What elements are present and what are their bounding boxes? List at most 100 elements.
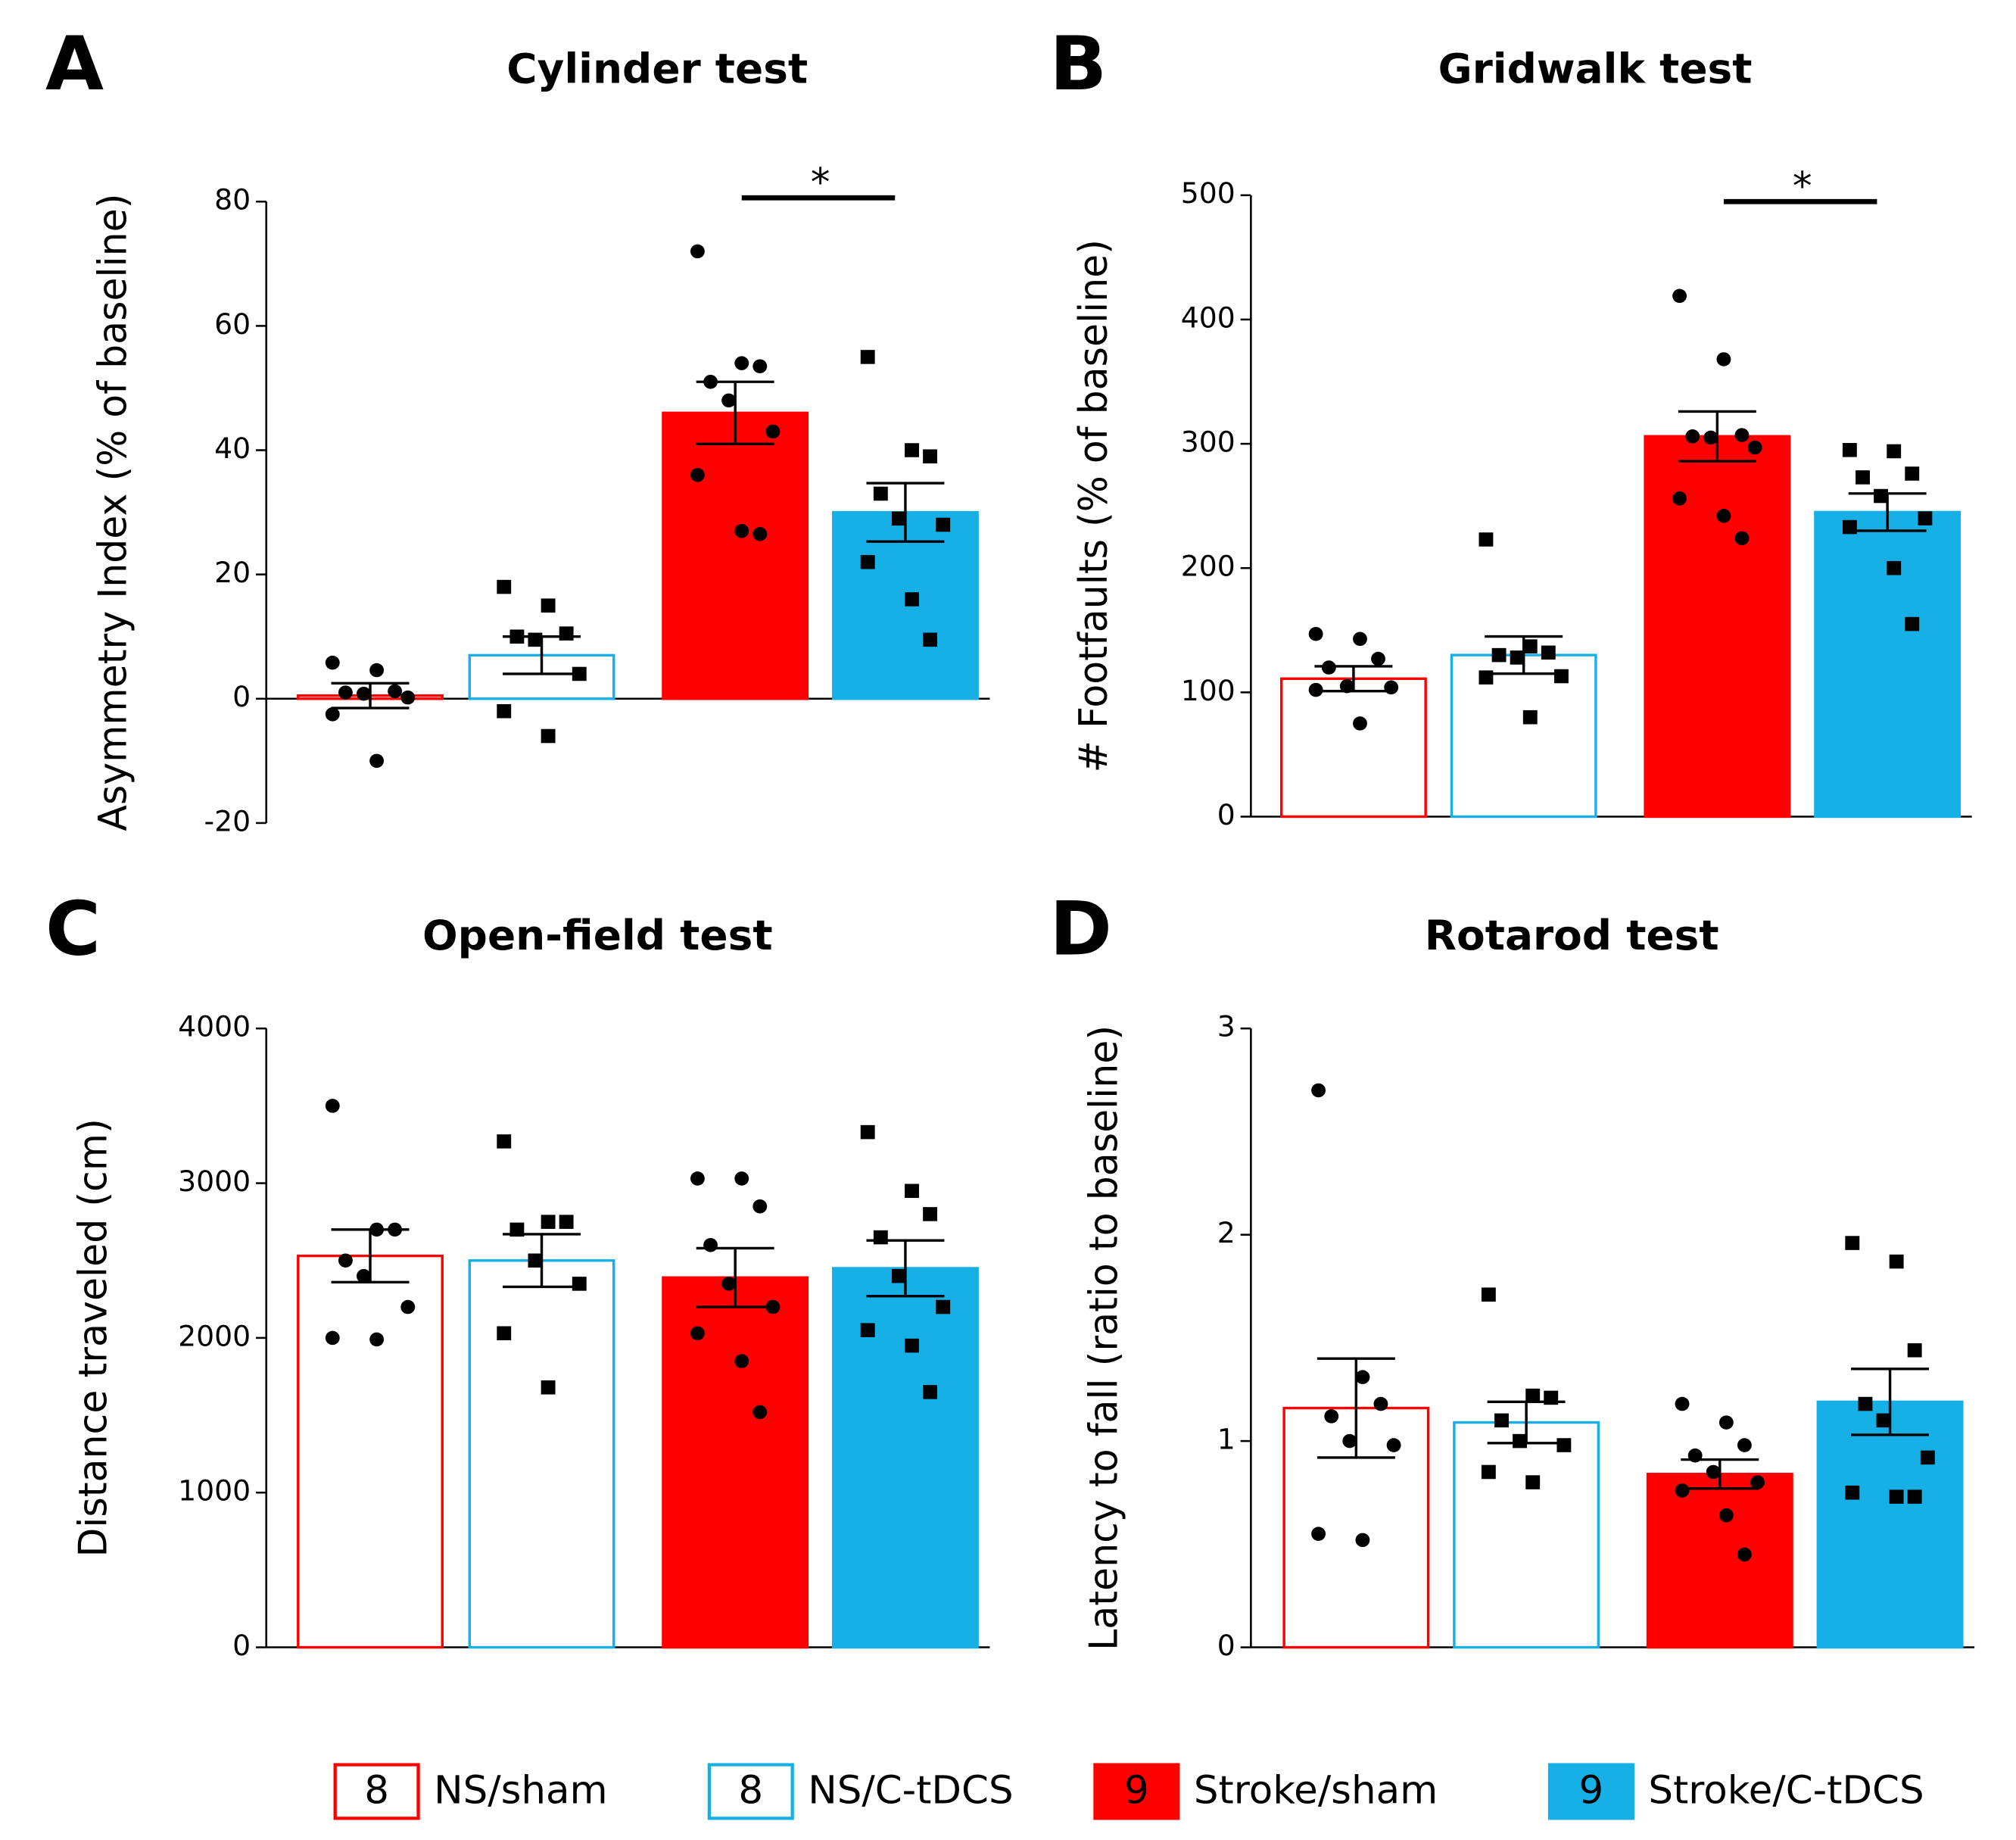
data-point [860, 554, 875, 569]
significance-label: * [811, 161, 830, 204]
bar [297, 1254, 444, 1649]
data-point [1685, 429, 1700, 444]
data-point [1353, 716, 1367, 731]
data-point [1918, 511, 1933, 525]
chart-title: Gridwalk test [1438, 45, 1753, 92]
y-axis-label: # Footfaults (% of baseline) [1071, 239, 1117, 772]
bar [1453, 1421, 1600, 1649]
data-point [734, 523, 749, 538]
data-point [572, 1277, 587, 1291]
data-point [1905, 616, 1920, 632]
data-point [690, 1171, 705, 1186]
data-point [1887, 444, 1902, 459]
bar [1450, 653, 1597, 819]
data-point [1716, 509, 1731, 523]
data-point [1386, 1438, 1401, 1452]
data-point [559, 626, 574, 641]
y-tick-label: 60 [214, 307, 251, 341]
data-point [1874, 488, 1888, 504]
error-bar [331, 1228, 410, 1284]
data-point [734, 1354, 749, 1368]
panel-label: A [45, 21, 104, 108]
data-point [1342, 1433, 1357, 1449]
data-point [752, 1199, 768, 1214]
data-point [1311, 1527, 1326, 1541]
data-point [541, 728, 556, 744]
data-point [541, 1380, 556, 1395]
error-bar [866, 482, 945, 543]
data-point [923, 1207, 937, 1221]
legend-label: NS/sham [434, 1769, 608, 1813]
significance-label: * [1793, 164, 1812, 208]
legend-swatch [333, 1763, 420, 1820]
y-tick-label: 100 [1181, 674, 1235, 707]
y-tick-label: 20 [214, 556, 251, 589]
data-point [497, 1326, 512, 1341]
y-tick-label: 0 [232, 1629, 251, 1662]
data-point [721, 393, 737, 408]
data-point [497, 1134, 512, 1149]
panel-label: C [45, 886, 101, 972]
data-point [1556, 1438, 1572, 1452]
y-tick-label: 2000 [178, 1320, 251, 1353]
y-tick-label: 3 [1217, 1010, 1235, 1043]
data-point [860, 1323, 875, 1337]
bar [832, 1267, 979, 1649]
legend-count: 9 [1579, 1769, 1604, 1813]
data-point [721, 1277, 737, 1291]
data-point [1750, 1475, 1765, 1489]
data-point [923, 1385, 937, 1399]
panel-label: B [1049, 21, 1107, 108]
error-bar [503, 635, 581, 675]
data-point [1706, 1464, 1721, 1480]
data-point [1734, 531, 1750, 546]
y-tick-label: 200 [1181, 550, 1235, 583]
data-point [690, 1326, 705, 1341]
data-point [1494, 1413, 1509, 1428]
legend-label: Stroke/sham [1194, 1769, 1438, 1813]
chart-title: Rotarod test [1425, 911, 1719, 959]
error-bar [331, 681, 410, 709]
data-point [1845, 1236, 1860, 1250]
y-tick-label: 300 [1181, 426, 1235, 459]
data-point [1876, 1413, 1891, 1428]
data-point [923, 632, 937, 647]
data-point [1339, 678, 1354, 694]
data-point [936, 517, 951, 532]
data-point [923, 449, 937, 463]
data-point [765, 424, 781, 439]
error-bar [1851, 1368, 1930, 1436]
bar [662, 1276, 809, 1649]
data-point [369, 663, 385, 678]
y-axis-label: Latency to fall (ratio to baseline) [1082, 1025, 1127, 1651]
data-point [905, 443, 919, 457]
y-axis-label: Distance traveled (cm) [71, 1118, 117, 1557]
data-point [1479, 532, 1494, 547]
error-bar [866, 1239, 945, 1298]
y-tick-label: 2 [1217, 1216, 1235, 1249]
y-tick-label: 0 [1217, 798, 1235, 831]
legend-swatch [1093, 1763, 1180, 1820]
bar [1644, 435, 1791, 819]
data-point [1491, 647, 1507, 663]
data-point [1324, 1409, 1339, 1424]
data-point [873, 1230, 888, 1245]
data-point [873, 486, 888, 501]
data-point [1554, 669, 1569, 684]
data-point [497, 703, 512, 719]
data-point [690, 244, 705, 259]
data-point [1525, 1475, 1541, 1489]
data-point [1371, 651, 1385, 666]
data-point [400, 690, 416, 705]
error-bar [696, 1246, 774, 1308]
data-point [338, 685, 353, 700]
y-tick-label: 80 [214, 183, 251, 217]
data-point [891, 1268, 906, 1283]
data-point [1718, 1508, 1734, 1523]
data-point [388, 684, 403, 699]
y-axis-label: Asymmetry Index (% of baseline) [91, 194, 136, 831]
data-point [1845, 1485, 1860, 1500]
bar [1279, 677, 1427, 819]
data-point [1675, 1396, 1690, 1411]
error-bar [1487, 1400, 1566, 1445]
